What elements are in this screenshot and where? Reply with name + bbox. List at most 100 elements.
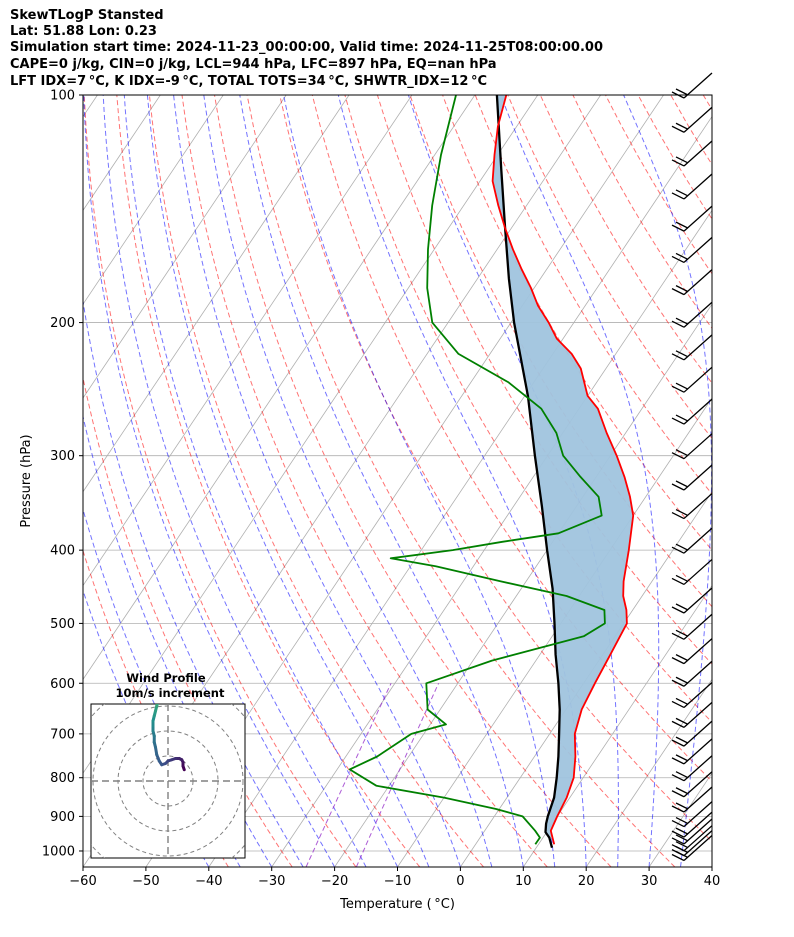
wind-barb xyxy=(671,771,713,798)
x-tick-label: −50 xyxy=(132,874,159,889)
moist-adiabat xyxy=(711,863,712,867)
wind-barb xyxy=(671,464,713,491)
dry-adiabat xyxy=(768,95,794,867)
parcel-profile-line xyxy=(495,95,561,848)
x-tick-label: 0 xyxy=(456,874,464,889)
moist-adiabat xyxy=(83,298,304,867)
x-tick-label: −30 xyxy=(258,874,285,889)
wind-barb xyxy=(671,493,713,520)
dry-adiabat xyxy=(148,95,484,867)
wind-barb xyxy=(671,786,713,813)
y-tick-label: 200 xyxy=(50,316,75,331)
isotherm-gridline xyxy=(83,95,287,399)
hodograph-trace xyxy=(155,704,159,708)
dry-adiabat xyxy=(670,95,712,166)
moist-adiabat xyxy=(123,95,398,867)
wind-barb xyxy=(671,140,713,167)
x-tick-label: −60 xyxy=(69,874,96,889)
hodograph-trace xyxy=(171,666,174,670)
wind-barb xyxy=(671,366,713,393)
y-axis-label: Pressure (hPa) xyxy=(19,434,34,527)
isotherm-gridline xyxy=(83,95,350,493)
isotherm-gridline xyxy=(83,95,413,587)
wind-barb xyxy=(671,825,713,852)
dewpoint-profile-line xyxy=(348,95,606,845)
x-tick-label: 20 xyxy=(578,874,595,889)
title-indices2: LFT IDX=7 °C, K IDX=-9 °C, TOTAL TOTS=34… xyxy=(10,74,488,89)
y-tick-label: 300 xyxy=(50,449,75,464)
x-tick-label: −20 xyxy=(321,874,348,889)
wind-barb xyxy=(671,738,713,765)
y-tick-label: 500 xyxy=(50,617,75,632)
dry-adiabat xyxy=(442,95,712,551)
isotherm-gridline xyxy=(208,115,712,867)
wind-barb xyxy=(671,558,713,586)
hodograph-subtitle: 10m/s increment xyxy=(116,686,225,700)
temperature-profile-line xyxy=(491,95,635,845)
dry-adiabat xyxy=(474,95,712,495)
wind-barb xyxy=(671,681,713,709)
wind-barb xyxy=(671,701,713,728)
moist-adiabat xyxy=(102,95,367,867)
isotherm-gridline xyxy=(83,95,476,681)
wind-barb xyxy=(671,527,713,554)
wind-barb xyxy=(671,720,713,747)
dry-adiabat xyxy=(83,375,293,867)
wind-barb xyxy=(671,613,713,640)
wind-barb xyxy=(671,801,713,828)
y-tick-label: 600 xyxy=(50,677,75,692)
wind-barb xyxy=(671,205,713,232)
dry-adiabat xyxy=(181,95,548,867)
dry-adiabat xyxy=(214,95,612,867)
wind-barb xyxy=(671,811,713,838)
y-tick-label: 100 xyxy=(50,89,75,104)
x-tick-label: −10 xyxy=(384,874,411,889)
wind-barb xyxy=(671,269,713,296)
dry-adiabat xyxy=(702,95,712,111)
title-station: SkewTLogP Stansted xyxy=(10,8,164,23)
mixing-ratio-line xyxy=(355,683,440,867)
hodograph-trace xyxy=(173,664,176,667)
cin-cape-shading xyxy=(492,95,634,838)
wind-barb xyxy=(671,638,713,665)
wind-barb xyxy=(671,72,713,99)
moist-adiabat xyxy=(203,95,493,867)
moist-adiabat xyxy=(239,95,524,867)
isotherm-gridline xyxy=(83,95,224,305)
title-indices1: CAPE=0 j/kg, CIN=0 j/kg, LCL=944 hPa, LF… xyxy=(10,57,497,72)
wind-barb xyxy=(671,755,713,782)
isotherm-gridline xyxy=(271,209,712,867)
x-tick-label: 10 xyxy=(515,874,532,889)
isotherm-gridline xyxy=(460,491,712,867)
isotherm-gridline xyxy=(585,678,712,867)
x-tick-label: 40 xyxy=(704,874,721,889)
dry-adiabat xyxy=(279,95,712,843)
y-tick-label: 1000 xyxy=(42,844,75,859)
dry-adiabat xyxy=(736,95,794,867)
isotherm-gridline xyxy=(397,397,712,867)
title-latlon: Lat: 51.88 Lon: 0.23 xyxy=(10,24,157,39)
dry-adiabat xyxy=(344,95,712,724)
wind-barb xyxy=(671,334,713,361)
title-times: Simulation start time: 2024-11-23_00:00:… xyxy=(10,40,603,55)
isotherm-gridline xyxy=(522,584,712,867)
moist-adiabat xyxy=(83,589,210,867)
hodograph-title: Wind Profile xyxy=(126,671,206,685)
moist-adiabat xyxy=(173,95,461,867)
moist-adiabat xyxy=(83,95,336,867)
moist-adiabat xyxy=(337,95,587,867)
wind-barb xyxy=(671,818,713,845)
moist-adiabat xyxy=(283,95,556,867)
wind-barb xyxy=(671,236,713,263)
y-tick-label: 900 xyxy=(50,810,75,825)
dry-adiabat xyxy=(605,95,712,275)
wind-barb xyxy=(671,106,713,133)
y-tick-label: 400 xyxy=(50,544,75,559)
y-tick-label: 800 xyxy=(50,771,75,786)
dry-adiabat xyxy=(311,95,712,783)
moist-adiabat xyxy=(146,95,430,867)
y-tick-label: 700 xyxy=(50,727,75,742)
dry-adiabat xyxy=(83,95,357,867)
wind-barb xyxy=(671,301,713,328)
